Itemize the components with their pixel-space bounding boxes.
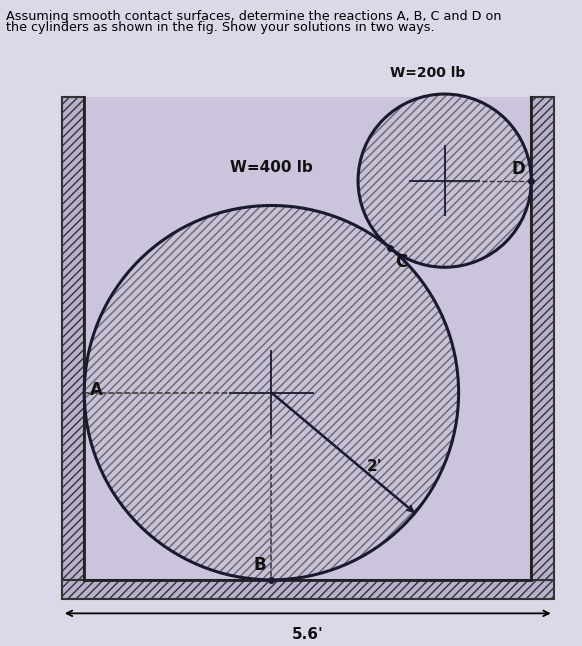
- Text: Assuming smooth contact surfaces, determine the reactions A, B, C and D on: Assuming smooth contact surfaces, determ…: [6, 10, 501, 23]
- Text: 5.6': 5.6': [292, 627, 324, 642]
- Bar: [62, 96, 84, 580]
- Bar: [62, 580, 553, 599]
- Text: D: D: [512, 160, 526, 178]
- Text: W=400 lb: W=400 lb: [230, 160, 313, 175]
- Bar: [531, 96, 553, 580]
- Text: the cylinders as shown in the fig. Show your solutions in two ways.: the cylinders as shown in the fig. Show …: [6, 21, 434, 34]
- Text: A: A: [90, 381, 103, 399]
- Circle shape: [84, 205, 459, 580]
- Text: C: C: [395, 253, 408, 271]
- Text: B: B: [253, 556, 266, 574]
- Text: 2': 2': [367, 459, 382, 474]
- Text: W=200 lb: W=200 lb: [391, 66, 466, 80]
- Circle shape: [358, 94, 531, 267]
- Bar: [84, 96, 531, 580]
